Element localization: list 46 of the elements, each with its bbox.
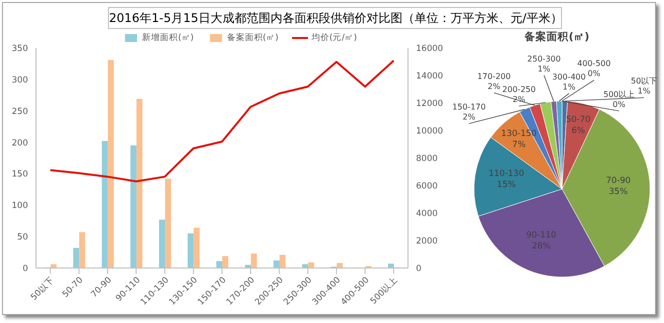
y-tick-label: 250 [12,106,28,117]
data-label: 1% [562,82,576,92]
legend-label: 备案面积(㎡) [226,32,278,44]
slice-label: 150-170 [452,102,486,112]
slice-label: 170-200 [477,72,511,81]
y2-tick-label: 6000 [416,182,438,192]
slice-label: 300-400 [552,72,586,82]
text: 0% [612,100,626,109]
y-tick-label: 150 [12,170,28,180]
slice-label: 90-110 [526,230,556,240]
data-label: 35% [608,187,628,198]
data-label: 1% [538,64,551,74]
y2-tick-label: 16000 [416,44,444,54]
y-tick-label: 300 [12,75,28,86]
slice-label: 110-130 [488,169,524,180]
chart-title: 2016年1-5月15日大成都范围内各面积段供销价对比图（单位：万平方米、元/平米） [108,7,562,29]
data-label: 2% [488,82,501,91]
category-label: 400-500 [577,59,611,68]
slice-label: 250-300 [527,54,561,64]
y-tick-label: 0 [22,264,28,274]
x-tick-label: 50以下 [28,274,57,303]
slice-label: 50-70 [566,114,591,125]
y2-tick-label: 14000 [416,72,444,82]
y-tick-label: 350 [12,44,28,54]
data-label: 7% [512,140,526,150]
data-label: 6% [571,126,585,136]
y-tick-label: 100 [12,201,28,212]
data-label: 15% [496,180,516,190]
y2-tick-label: 4000 [416,209,438,220]
y2-tick-label: 12000 [416,99,444,110]
chart-title: 备案面积(㎡) [524,30,590,44]
data-label: 1% [638,86,651,96]
y-tick-label: 200 [12,138,28,148]
slice-label: 70-90 [606,176,631,186]
data-label: 2% [462,112,476,122]
y2-tick-label: 8000 [416,154,438,164]
category-label: 500以上 [603,90,635,99]
slice-label: 200-250 [502,85,536,94]
text: 0% [588,69,600,78]
y2-tick-label: 0 [416,264,422,274]
legend-label: 新增面积(㎡) [141,32,194,44]
y2-tick-label: 10000 [416,126,444,137]
y2-tick-label: 2000 [416,236,438,247]
data-label: 28% [532,241,551,252]
y-tick-label: 50 [17,232,28,243]
legend-label: 均价(元/㎡) [310,32,357,44]
